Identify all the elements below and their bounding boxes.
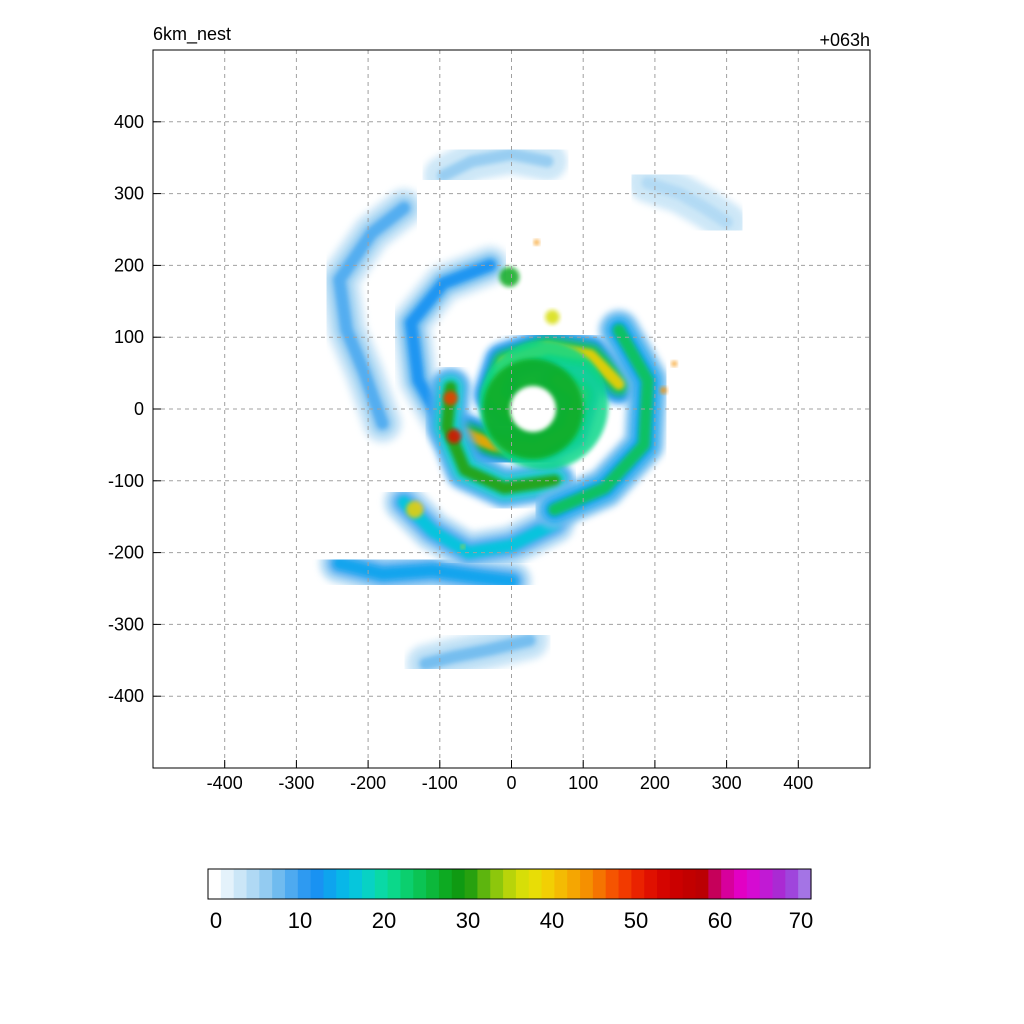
colorbar-tick-label: 70 [789,908,813,933]
x-tick-label: -200 [350,773,386,793]
colorbar-swatch [567,869,581,899]
colorbar-swatch [734,869,748,899]
colorbar-swatch [772,869,786,899]
outer-rainband-north-core [437,148,554,182]
colorbar-swatch [605,869,620,899]
colorbar-swatch [233,869,248,899]
convective-cell [460,544,465,550]
colorbar-swatch [400,869,414,899]
colorbar-swatch [323,869,337,899]
y-axis-ticks: 400 300 200 100 0 -100 -200 -300 -400 [108,112,161,706]
colorbar-swatch [580,869,594,899]
convective-cell [671,360,678,367]
colorbar-swatch [721,869,735,899]
outer-rainband-east-core [641,176,733,229]
colorbar-swatch [246,869,260,899]
convective-cell [499,266,520,287]
cyclone-eye [510,386,556,432]
colorbar-swatch [477,869,491,899]
y-tick-label: 0 [134,399,144,419]
colorbar-swatch [798,869,812,899]
y-tick-label: 100 [114,327,144,347]
colorbar-tick-labels: 0 10 20 30 40 50 60 70 [210,908,813,933]
colorbar-swatch [297,869,312,899]
colorbar-swatch [336,869,350,899]
colorbar-tick-label: 60 [708,908,732,933]
plot-title-left: 6km_nest [153,24,231,45]
colorbar-swatch [451,869,466,899]
colorbar-tick-label: 30 [456,908,480,933]
colorbar-swatch [618,869,632,899]
colorbar-tick-label: 20 [372,908,396,933]
colorbar-swatch [349,869,363,899]
convective-cell [446,429,462,444]
colorbar-swatch [695,869,709,899]
reflectivity-field [319,134,747,684]
colorbar-swatch [669,869,684,899]
colorbar-tick-label: 0 [210,908,222,933]
convective-cell [406,500,424,519]
colorbar-swatch [759,869,774,899]
y-tick-label: -200 [108,543,144,563]
colorbar-swatch [387,869,402,899]
colorbar-tick-label: 50 [624,908,648,933]
plot-title-right: +063h [819,30,870,50]
x-tick-label: 400 [783,773,813,793]
colorbar-swatch [746,869,761,899]
colorbar-swatch [554,869,568,899]
colorbar-swatch [592,869,607,899]
y-tick-label: -100 [108,471,144,491]
x-tick-label: 300 [712,773,742,793]
y-tick-label: 400 [114,112,144,132]
spiral-band-west-core [441,381,561,494]
colorbar-swatch [374,869,389,899]
outer-rainband-west-core [333,202,410,430]
colorbar-swatch [284,869,299,899]
x-axis-ticks: -400 -300 -200 -100 0 100 200 300 400 [207,760,813,793]
colorbar-swatch [541,869,556,899]
colorbar [207,868,812,900]
convective-cell [545,309,560,325]
colorbar-frame [207,868,812,900]
colorbar-swatch [438,869,453,899]
convective-cell [443,391,458,406]
x-tick-label: -400 [207,773,243,793]
spiral-band-east-core [548,324,654,516]
y-tick-label: -400 [108,686,144,706]
colorbar-tick-label: 10 [288,908,312,933]
colorbar-swatch [682,869,697,899]
y-tick-label: -300 [108,614,144,634]
colorbar-swatch [708,869,722,899]
colorbar-tick-label: 40 [540,908,564,933]
colorbar-swatch [426,869,440,899]
colorbar-swatch [464,869,479,899]
colorbar-swatch [657,869,671,899]
x-tick-label: 0 [506,773,516,793]
colorbar-swatch [528,869,543,899]
colorbar-swatch [310,869,325,899]
x-tick-label: -100 [422,773,458,793]
x-tick-label: 200 [640,773,670,793]
colorbar-swatch [631,869,645,899]
colorbar-swatch [503,869,517,899]
colorbar-swatch [361,869,376,899]
colorbar-swatch [272,869,286,899]
colorbar-swatch [413,869,427,899]
convective-cell [533,239,540,246]
colorbar-swatch [785,869,799,899]
colorbar-swatch [515,869,530,899]
y-tick-label: 200 [114,255,144,275]
colorbar-swatch [208,869,222,899]
colorbar-swatch [220,869,235,899]
convective-cell [659,386,668,394]
colorbar-swatch [259,869,273,899]
y-tick-label: 300 [114,184,144,204]
colorbar-swatch [644,869,658,899]
x-tick-label: -300 [278,773,314,793]
x-tick-label: 100 [568,773,598,793]
colorbar-swatch [490,869,504,899]
